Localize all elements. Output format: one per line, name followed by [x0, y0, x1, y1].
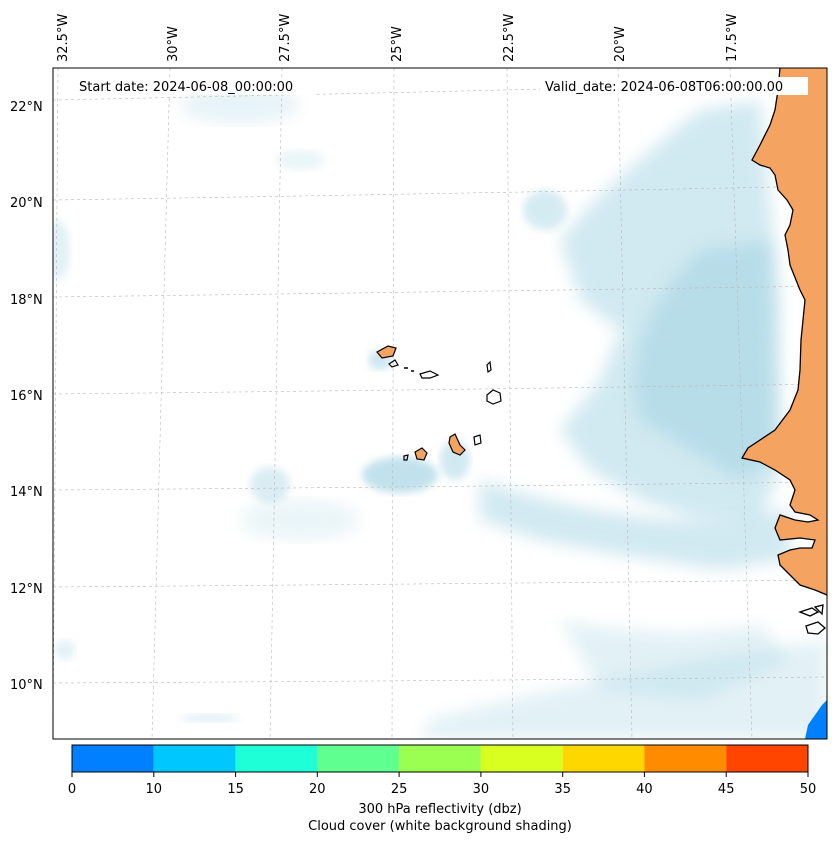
colorbar-tick-45: 45 — [718, 782, 735, 797]
cape-verde-islands — [376, 345, 502, 461]
lon-label-20w: 20°W — [613, 26, 628, 62]
colorbar-segment-25-30 — [399, 745, 481, 772]
colorbar-label-reflectivity: 300 hPa reflectivity (dbz) — [358, 802, 521, 817]
island-fogo — [414, 447, 428, 461]
colorbar-tick-0: 0 — [68, 782, 76, 797]
colorbar-frame — [71, 744, 809, 773]
valid-date-box — [540, 77, 808, 95]
colorbar-segment-20-25 — [317, 745, 400, 772]
lat-label-14n: 14°N — [10, 485, 43, 500]
island-brava — [403, 454, 409, 461]
island-boa-vista — [486, 389, 502, 405]
colorbar-tick-20: 20 — [309, 782, 326, 797]
reflectivity-patch — [805, 700, 827, 739]
lat-label-16n: 16°N — [10, 389, 43, 404]
colorbar-ticks — [71, 772, 809, 777]
colorbar-segment-45-50 — [726, 745, 808, 772]
colorbar-tick-50: 50 — [800, 782, 817, 797]
colorbar-tick-30: 30 — [473, 782, 490, 797]
island-sal — [486, 360, 492, 374]
colorbar-segment-15-20 — [235, 745, 318, 772]
valid-date-label: Valid_date: 2024-06-08T06:00:00.00 — [545, 80, 783, 95]
map-frame — [52, 67, 828, 740]
lat-label-22n: 22°N — [10, 100, 43, 115]
latitude-labels: 22°N 20°N 18°N 16°N 14°N 12°N 10°N — [10, 100, 43, 693]
island-santiago — [448, 433, 466, 456]
bijagos-island-3 — [805, 621, 826, 635]
colorbar-segment-30-35 — [480, 745, 563, 772]
colorbar-segment-0-10 — [72, 745, 154, 772]
lat-label-18n: 18°N — [10, 293, 43, 308]
lon-label-17-5w: 17.5°W — [725, 14, 740, 62]
gridlines — [53, 68, 827, 739]
cloud-cover-shading — [53, 87, 827, 739]
bijagos-island-2 — [813, 604, 824, 616]
colorbar: 0 10 15 20 25 30 35 40 45 50 300 hPa ref… — [68, 744, 817, 834]
lon-label-32-5w: 32.5°W — [56, 14, 71, 62]
bijagos-island-1 — [798, 607, 820, 617]
african-coastline — [740, 68, 827, 596]
colorbar-segment-10-15 — [153, 745, 236, 772]
longitude-labels: 32.5°W 30°W 27.5°W 25°W 22.5°W 20°W 17.5… — [56, 14, 740, 62]
lat-label-10n: 10°N — [10, 678, 43, 693]
colorbar-segment-35-40 — [562, 745, 645, 772]
colorbar-tick-40: 40 — [636, 782, 653, 797]
lat-label-20n: 20°N — [10, 196, 43, 211]
lon-label-25w: 25°W — [390, 26, 405, 62]
island-sao-nicolau — [419, 370, 440, 379]
lon-label-27-5w: 27.5°W — [278, 14, 293, 62]
island-santo-antao — [376, 345, 397, 359]
start-date-label: Start date: 2024-06-08_00:00:00 — [79, 80, 293, 95]
colorbar-label-cloud-cover: Cloud cover (white background shading) — [308, 819, 572, 834]
island-maio — [473, 434, 482, 446]
colorbar-tick-25: 25 — [391, 782, 408, 797]
colorbar-tick-35: 35 — [554, 782, 571, 797]
map-plot-area — [53, 68, 827, 739]
lat-label-12n: 12°N — [10, 582, 43, 597]
lon-label-30w: 30°W — [166, 26, 181, 62]
start-date-box — [74, 77, 314, 95]
colorbar-tick-15: 15 — [227, 782, 244, 797]
island-sao-vicente — [388, 359, 399, 368]
colorbar-tick-10: 10 — [146, 782, 163, 797]
colorbar-segment-40-45 — [644, 745, 727, 772]
lon-label-22-5w: 22.5°W — [502, 14, 517, 62]
